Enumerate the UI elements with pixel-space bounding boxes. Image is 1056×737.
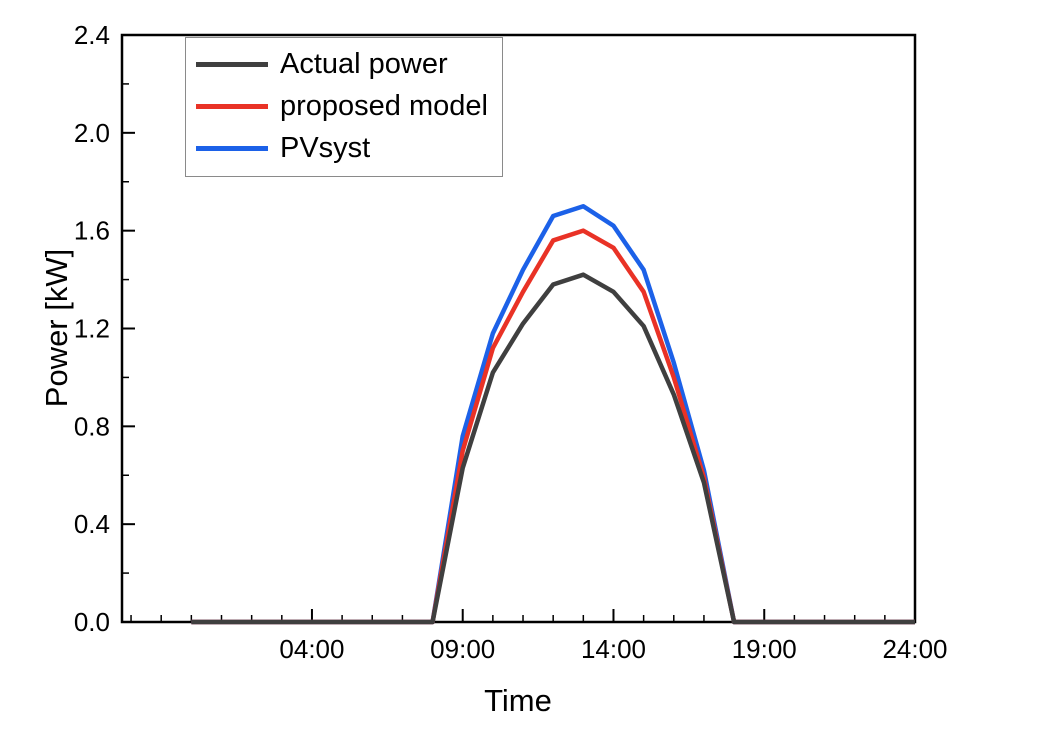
legend-label-actual-power: Actual power [280,48,448,80]
y-tick-label: 1.2 [74,314,110,344]
y-tick-label: 0.4 [74,509,110,539]
legend-label-pvsyst: PVsyst [280,132,371,164]
legend-item-pvsyst: PVsyst [196,129,488,167]
legend-item-actual-power: Actual power [196,45,488,83]
series-line-actual-power [191,272,915,625]
plot-frame [120,33,917,624]
x-tick-label: 14:00 [581,634,646,664]
legend-line-proposed-model-icon [196,103,268,109]
x-axis-title: Time [484,683,552,718]
y-tick-label: 2.4 [74,20,110,50]
y-tick-label: 0.0 [74,607,110,637]
x-tick-label: 24:00 [882,634,947,664]
y-tick-label: 0.8 [74,411,110,441]
legend-line-pvsyst-icon [196,145,268,151]
x-tick-label: 19:00 [732,634,797,664]
y-axis-title: Power [kW] [39,248,74,408]
legend-line-actual-power-icon [196,61,268,67]
series-line-pvsyst [191,203,915,625]
y-tick-label: 2.0 [74,118,110,148]
x-tick-label: 04:00 [279,634,344,664]
legend-item-proposed-model: proposed model [196,87,488,125]
legend-label-proposed-model: proposed model [280,90,488,122]
y-tick-label: 1.6 [74,216,110,246]
x-tick-label: 09:00 [430,634,495,664]
legend: Actual power proposed model PVsyst [185,37,503,177]
series-line-proposed-model [191,228,915,625]
